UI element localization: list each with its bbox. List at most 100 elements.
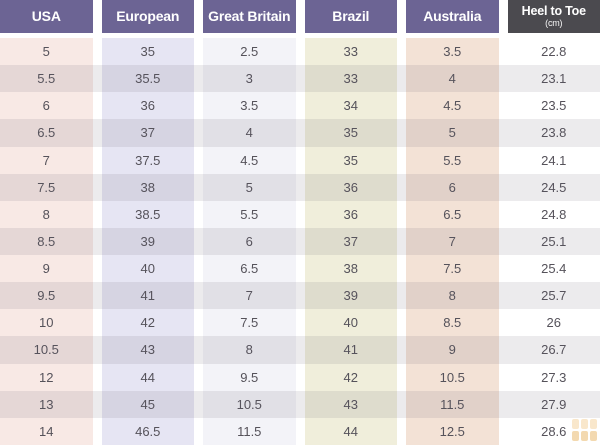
table-body: 5 35 2.5 33 3.5 22.8 5.5 35.5 3 33 4 23.1 6 36 3.5 34 4.…: [0, 38, 600, 445]
table-row: 9.5 41 7 39 8 25.7: [0, 282, 600, 310]
logo-tile: [590, 419, 597, 429]
table-cell-heel-to-toe: 27.3: [507, 363, 600, 391]
table-cell-australia: 7: [406, 227, 499, 255]
logo-tile: [572, 419, 579, 429]
table-cell-usa: 7.5: [0, 173, 93, 201]
table-row: 6.5 37 4 35 5 23.8: [0, 119, 600, 147]
column-header-label: Heel to Toe: [521, 3, 586, 18]
table-cell-australia: 12.5: [406, 417, 499, 445]
table-cell-usa: 12: [0, 363, 93, 391]
table-cell-australia: 8.5: [406, 309, 499, 337]
table-cell-australia: 11.5: [406, 390, 499, 418]
table-cell-european: 43: [101, 336, 194, 364]
table-cell-usa: 5: [0, 38, 93, 66]
grid-logo-icon: [572, 419, 597, 441]
table-cell-heel-to-toe: 23.5: [507, 92, 600, 120]
table-cell-great-britain: 7.5: [203, 309, 296, 337]
table-cell-brazil: 44: [304, 417, 397, 445]
column-header-heel-to-toe: Heel to Toe (cm): [507, 0, 600, 33]
table-cell-great-britain: 6: [203, 227, 296, 255]
table-cell-australia: 7.5: [406, 255, 499, 283]
table-row: 6 36 3.5 34 4.5 23.5: [0, 92, 600, 120]
table-cell-brazil: 36: [304, 173, 397, 201]
table-cell-heel-to-toe: 24.5: [507, 173, 600, 201]
table-cell-european: 38: [101, 173, 194, 201]
table-cell-heel-to-toe: 25.7: [507, 282, 600, 310]
table-cell-heel-to-toe: 26.7: [507, 336, 600, 364]
table-cell-brazil: 41: [304, 336, 397, 364]
table-cell-great-britain: 10.5: [203, 390, 296, 418]
table-cell-brazil: 43: [304, 390, 397, 418]
table-cell-brazil: 34: [304, 92, 397, 120]
table-cell-australia: 8: [406, 282, 499, 310]
table-cell-european: 44: [101, 363, 194, 391]
table-cell-great-britain: 2.5: [203, 38, 296, 66]
table-row: 5 35 2.5 33 3.5 22.8: [0, 38, 600, 66]
table-cell-usa: 9.5: [0, 282, 93, 310]
table-row: 7 37.5 4.5 35 5.5 24.1: [0, 146, 600, 174]
table-cell-european: 45: [101, 390, 194, 418]
table-cell-european: 37.5: [101, 146, 194, 174]
table-cell-heel-to-toe: 27.9: [507, 390, 600, 418]
table-row: 8.5 39 6 37 7 25.1: [0, 227, 600, 256]
column-header-australia: Australia: [406, 0, 499, 33]
table-cell-heel-to-toe: 23.1: [507, 65, 600, 93]
table-cell-usa: 10.5: [0, 336, 93, 364]
table-cell-heel-to-toe: 24.1: [507, 146, 600, 174]
column-header-label: Australia: [423, 8, 482, 25]
logo-tile: [590, 431, 597, 441]
column-header-label: Great Britain: [208, 8, 291, 25]
column-header-brazil: Brazil: [304, 0, 397, 33]
table-cell-usa: 6: [0, 92, 93, 120]
table-cell-brazil: 38: [304, 255, 397, 283]
table-cell-australia: 5.5: [406, 146, 499, 174]
table-cell-heel-to-toe: 24.8: [507, 200, 600, 228]
table-cell-european: 41: [101, 282, 194, 310]
table-row: 10.5 43 8 41 9 26.7: [0, 336, 600, 364]
table-cell-great-britain: 8: [203, 336, 296, 364]
table-cell-usa: 5.5: [0, 65, 93, 93]
table-cell-european: 36: [101, 92, 194, 120]
table-cell-australia: 4.5: [406, 92, 499, 120]
table-cell-usa: 7: [0, 146, 93, 174]
table-cell-heel-to-toe: 28.6: [507, 417, 600, 445]
column-header-label: European: [116, 8, 180, 25]
table-cell-great-britain: 4: [203, 119, 296, 147]
table-cell-brazil: 36: [304, 200, 397, 228]
table-cell-great-britain: 11.5: [203, 417, 296, 445]
table-row: 9 40 6.5 38 7.5 25.4: [0, 255, 600, 283]
table-cell-australia: 9: [406, 336, 499, 364]
column-header-usa: USA: [0, 0, 93, 33]
table-cell-brazil: 37: [304, 227, 397, 255]
column-header-unit: (cm): [545, 17, 563, 28]
table-cell-australia: 5: [406, 119, 499, 147]
column-header-label: USA: [31, 8, 61, 25]
table-row: 10 42 7.5 40 8.5 26: [0, 309, 600, 337]
table-header-row: USA European Great Britain Brazil Austra…: [0, 0, 600, 33]
table-cell-brazil: 35: [304, 119, 397, 147]
table-cell-european: 40: [101, 255, 194, 283]
table-cell-australia: 4: [406, 65, 499, 93]
table-cell-brazil: 33: [304, 38, 397, 66]
column-header-great-britain: Great Britain: [203, 0, 296, 33]
table-cell-brazil: 35: [304, 146, 397, 174]
table-cell-usa: 14: [0, 417, 93, 445]
table-cell-usa: 8: [0, 200, 93, 228]
column-header-label: Brazil: [332, 8, 370, 25]
table-cell-australia: 10.5: [406, 363, 499, 391]
logo-tile: [581, 431, 588, 441]
table-row: 5.5 35.5 3 33 4 23.1: [0, 65, 600, 93]
table-row: 8 38.5 5.5 36 6.5 24.8: [0, 200, 600, 228]
table-cell-heel-to-toe: 25.4: [507, 255, 600, 283]
table-cell-european: 39: [101, 227, 194, 255]
table-cell-great-britain: 9.5: [203, 363, 296, 391]
table-cell-great-britain: 6.5: [203, 255, 296, 283]
table-row: 14 46.5 11.5 44 12.5 28.6: [0, 417, 600, 445]
table-cell-usa: 6.5: [0, 119, 93, 147]
table-row: 12 44 9.5 42 10.5 27.3: [0, 363, 600, 391]
table-cell-heel-to-toe: 22.8: [507, 38, 600, 66]
table-cell-great-britain: 5.5: [203, 200, 296, 228]
table-cell-australia: 6.5: [406, 200, 499, 228]
table-cell-usa: 8.5: [0, 227, 93, 255]
table-cell-heel-to-toe: 25.1: [507, 227, 600, 255]
